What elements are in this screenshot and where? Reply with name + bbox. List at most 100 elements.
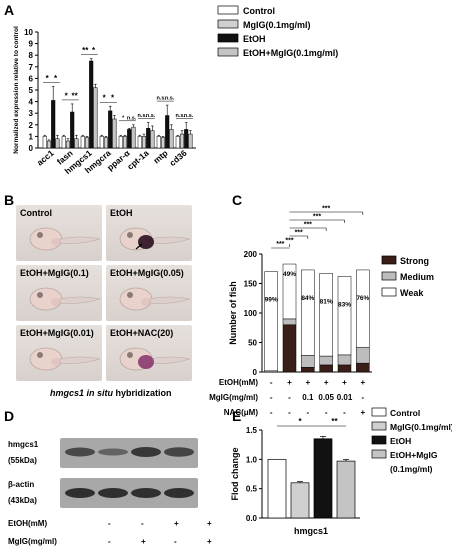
liver-stain	[51, 358, 61, 366]
c-bar-segment	[337, 354, 352, 366]
a-bar	[169, 129, 174, 149]
blot-size-hmgcs1: (55kDa)	[8, 456, 37, 465]
a-bar	[46, 140, 52, 149]
fish-photo: EtOH+NAC(20)	[106, 325, 192, 381]
c-sig-label: ***	[304, 222, 312, 229]
fish-drawing	[119, 227, 191, 251]
fish-photo-label: EtOH+NAC(20)	[110, 328, 174, 338]
blot-band-actin	[164, 488, 194, 498]
c-bar-segment	[356, 362, 370, 373]
a-legend-label: Control	[243, 6, 275, 16]
a-sig-label: n.s.	[156, 96, 166, 102]
a-sig-label: n.s.	[184, 113, 194, 119]
a-bar	[93, 87, 98, 149]
a-bar	[99, 136, 104, 149]
panel-c-letter: C	[232, 192, 243, 208]
c-row-value: +	[360, 408, 365, 417]
c-bar-segment	[282, 318, 297, 326]
a-bar	[61, 136, 66, 149]
fish-eye	[37, 292, 43, 298]
a-bar	[131, 126, 136, 149]
fish-eye	[127, 352, 133, 358]
a-legend-swatch	[217, 19, 239, 29]
e-sig-label: *	[298, 417, 302, 426]
blot-row-value: -	[174, 537, 177, 546]
c-row-value: -	[270, 378, 273, 387]
e-ytick-label: 0.5	[246, 485, 258, 494]
c-ytick-label: 0	[253, 368, 258, 377]
c-percent-label: 76%	[356, 295, 369, 302]
e-ytick-label: 0.0	[246, 514, 258, 523]
c-row-value: -	[343, 408, 346, 417]
a-bar	[84, 137, 90, 149]
e-bar	[290, 482, 310, 519]
e-bar	[336, 460, 356, 519]
a-ytick-label: 1	[29, 132, 34, 141]
blot-band-hmgcs1	[65, 447, 95, 457]
liver-stain	[51, 298, 61, 306]
a-bar	[175, 136, 180, 149]
blot-band-hmgcs1	[164, 447, 194, 457]
a-bar	[127, 129, 132, 149]
a-bar	[112, 118, 117, 149]
c-row-label: MgIG(mg/ml)	[209, 393, 258, 402]
c-row-value: 0.1	[302, 393, 314, 402]
a-bar	[51, 100, 56, 149]
a-legend-label: EtOH	[243, 34, 266, 44]
c-row-value: -	[306, 408, 309, 417]
a-bar	[146, 128, 151, 149]
fish-tail	[59, 236, 101, 244]
fish-photo: EtOH+MgIG(0.1)	[16, 265, 102, 321]
panel-a-letter: A	[4, 2, 15, 18]
c-row-value: -	[288, 393, 291, 402]
fish-drawing	[29, 227, 101, 251]
e-xlabel: hmgcs1	[294, 526, 328, 536]
a-sig-label: n.s.	[146, 113, 156, 119]
blot-row-value: +	[174, 519, 179, 528]
blot-band-actin	[131, 488, 161, 498]
fish-eye	[37, 232, 43, 238]
c-ytick-label: 150	[244, 280, 258, 289]
c-bar-segment	[319, 364, 333, 373]
a-legend-swatch	[217, 33, 239, 43]
a-ytick-label: 8	[29, 51, 34, 60]
c-row-label: NAC(μM)	[224, 408, 259, 417]
a-sig-label: *	[92, 46, 96, 55]
c-row-value: 0.05	[318, 393, 334, 402]
c-row-value: +	[360, 378, 365, 387]
blot-size-actin: (43kDa)	[8, 496, 37, 505]
fish-drawing	[119, 347, 191, 371]
a-bar	[89, 60, 94, 149]
c-percent-label: 81%	[320, 298, 333, 305]
liver-stain	[138, 235, 154, 249]
a-category-label: mtp	[151, 148, 169, 166]
blot-box-actin	[60, 478, 198, 508]
c-row-value: -	[288, 408, 291, 417]
a-legend-swatch	[217, 5, 239, 15]
c-bar-segment	[337, 364, 352, 373]
e-legend-swatch	[371, 407, 387, 417]
a-bar	[74, 138, 79, 149]
c-row-value: +	[342, 378, 347, 387]
blot-row-value: -	[108, 519, 111, 528]
fish-photo-label: EtOH+MgIG(0.01)	[20, 328, 94, 338]
c-row-label: EtOH(mM)	[219, 378, 258, 387]
liver-stain	[51, 238, 61, 246]
c-row-value: -	[270, 393, 273, 402]
c-bar-segment	[282, 263, 297, 320]
a-bar	[55, 138, 60, 149]
c-percent-label: 84%	[301, 295, 314, 302]
fish-photo-label: EtOH	[110, 208, 133, 218]
a-ytick-label: 2	[29, 121, 34, 130]
c-bar-segment	[282, 324, 297, 373]
c-ylabel: Number of fish	[228, 281, 238, 345]
c-row-value: -	[361, 393, 364, 402]
c-bar-segment	[264, 271, 278, 372]
blot-label-hmgcs1: hmgcs1	[8, 440, 39, 449]
a-category-label: cpt-1a	[125, 148, 151, 172]
a-sig-label: n.s.	[175, 113, 185, 119]
fish-photo-label: EtOH+MgIG(0.1)	[20, 268, 89, 278]
fish-tail	[59, 296, 101, 304]
a-bar	[165, 115, 170, 149]
e-sig-label: **	[331, 417, 338, 426]
